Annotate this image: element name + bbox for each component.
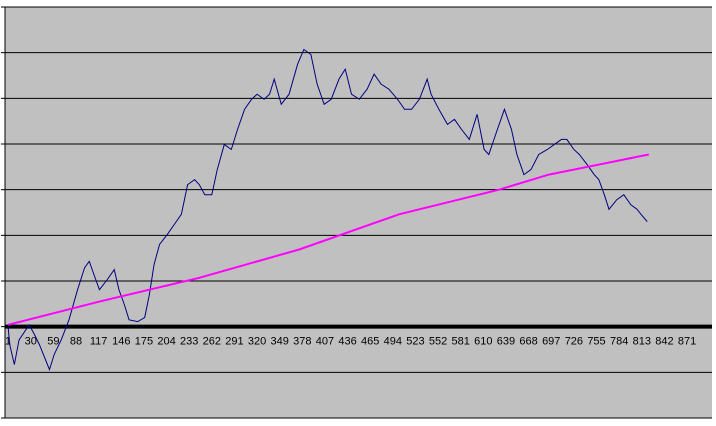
x-tick-label: 871 xyxy=(678,336,696,348)
x-tick-label: 204 xyxy=(157,336,175,348)
x-tick-label: 117 xyxy=(90,336,108,348)
x-tick-label: 610 xyxy=(474,336,492,348)
x-tick-label: 436 xyxy=(338,336,356,348)
x-tick-label: 30 xyxy=(25,336,37,348)
x-tick-label: 726 xyxy=(565,336,583,348)
plot-area xyxy=(5,7,712,418)
x-tick-label: 465 xyxy=(361,336,379,348)
x-tick-label: 233 xyxy=(180,336,198,348)
x-tick-label: 175 xyxy=(135,336,153,348)
x-tick-label: 842 xyxy=(655,336,673,348)
x-tick-label: 88 xyxy=(70,336,82,348)
x-tick-label: 291 xyxy=(225,336,243,348)
x-tick-label: 813 xyxy=(633,336,651,348)
line-series xyxy=(7,153,649,326)
line-series xyxy=(7,48,648,372)
x-tick-label: 639 xyxy=(497,336,515,348)
x-tick-label: 146 xyxy=(112,336,130,348)
x-tick-label: 494 xyxy=(384,336,402,348)
x-tick-label: 784 xyxy=(610,336,628,348)
x-tick-label: 755 xyxy=(587,336,605,348)
x-tick-label: 59 xyxy=(47,336,59,348)
x-tick-label: 697 xyxy=(542,336,560,348)
x-tick-label: 668 xyxy=(519,336,537,348)
x-tick-label: 581 xyxy=(452,336,470,348)
x-tick-label: 349 xyxy=(271,336,289,348)
x-tick-label: 378 xyxy=(293,336,311,348)
x-tick-label: 320 xyxy=(248,336,266,348)
x-tick-label: 1 xyxy=(5,336,11,348)
x-tick-label: 262 xyxy=(203,336,221,348)
x-tick-label: 407 xyxy=(316,336,334,348)
x-tick-label: 552 xyxy=(429,336,447,348)
x-tick-label: 523 xyxy=(406,336,424,348)
